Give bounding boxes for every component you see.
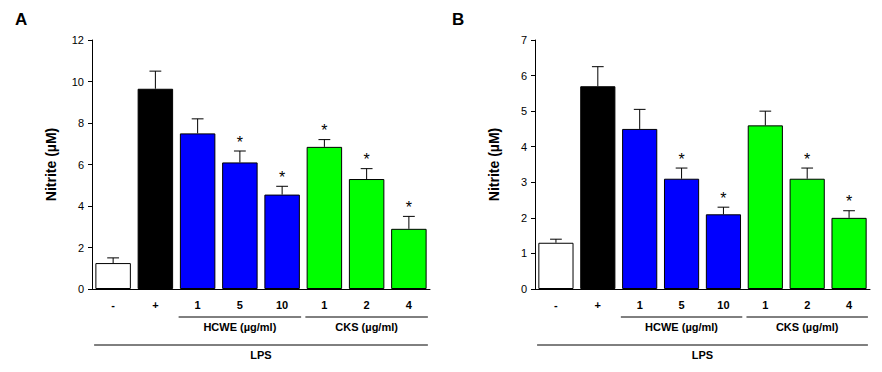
svg-text:*: *: [846, 193, 852, 210]
svg-text:0: 0: [521, 283, 527, 295]
svg-text:CKS (µg/ml): CKS (µg/ml): [335, 321, 398, 333]
svg-text:5: 5: [679, 299, 685, 311]
svg-text:3: 3: [521, 176, 527, 188]
svg-text:10: 10: [276, 299, 288, 311]
svg-text:4: 4: [78, 200, 84, 212]
svg-text:*: *: [678, 151, 684, 168]
svg-text:1: 1: [195, 299, 201, 311]
svg-text:*: *: [279, 169, 285, 186]
svg-text:8: 8: [78, 117, 84, 129]
svg-text:2: 2: [521, 212, 527, 224]
svg-text:5: 5: [237, 299, 243, 311]
svg-text:2: 2: [364, 299, 370, 311]
svg-text:12: 12: [72, 34, 84, 46]
svg-text:1: 1: [321, 299, 327, 311]
svg-text:1: 1: [762, 299, 768, 311]
svg-text:-: -: [111, 299, 115, 311]
svg-text:4: 4: [521, 141, 527, 153]
svg-text:Nitrite (µM): Nitrite (µM): [486, 128, 502, 201]
svg-text:+: +: [595, 299, 601, 311]
svg-text:HCWE (µg/ml): HCWE (µg/ml): [203, 321, 276, 333]
svg-text:LPS: LPS: [692, 349, 713, 361]
svg-text:0: 0: [78, 283, 84, 295]
svg-text:2: 2: [804, 299, 810, 311]
svg-text:1: 1: [521, 247, 527, 259]
svg-text:*: *: [406, 199, 412, 216]
svg-text:*: *: [804, 151, 810, 168]
svg-text:2: 2: [78, 242, 84, 254]
svg-text:*: *: [321, 122, 327, 139]
svg-text:7: 7: [521, 34, 527, 46]
svg-text:HCWE (µg/ml): HCWE (µg/ml): [645, 321, 718, 333]
svg-text:4: 4: [406, 299, 413, 311]
svg-text:B: B: [452, 10, 464, 29]
svg-text:5: 5: [521, 105, 527, 117]
svg-text:6: 6: [521, 70, 527, 82]
svg-text:6: 6: [78, 159, 84, 171]
svg-text:+: +: [152, 299, 158, 311]
svg-text:*: *: [237, 134, 243, 151]
svg-text:-: -: [554, 299, 558, 311]
svg-text:*: *: [720, 190, 726, 207]
svg-text:10: 10: [72, 76, 84, 88]
svg-text:1: 1: [637, 299, 643, 311]
svg-text:4: 4: [846, 299, 853, 311]
svg-text:*: *: [364, 151, 370, 168]
svg-text:10: 10: [717, 299, 729, 311]
svg-text:CKS (µg/ml): CKS (µg/ml): [776, 321, 839, 333]
svg-text:LPS: LPS: [250, 349, 271, 361]
svg-text:A: A: [15, 10, 27, 29]
svg-text:Nitrite (µM): Nitrite (µM): [43, 128, 59, 201]
